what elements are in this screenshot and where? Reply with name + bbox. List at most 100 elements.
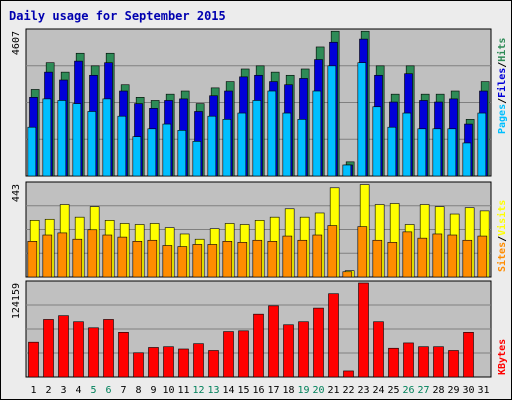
x-tick-day-14: 14	[222, 385, 234, 396]
bar-kbytes-day-29	[448, 350, 459, 378]
y-max-label: 124159	[11, 283, 22, 319]
bar-kbytes-day-16	[253, 313, 264, 378]
x-tick-day-17: 17	[267, 385, 279, 396]
x-axis-labels: 1 2 3 4 5 6 7 8 9 10 11 12 13 14 15 16 17 18 19 20 21 22 23 24 2…	[30, 385, 489, 396]
bar-sites-day-31	[477, 235, 488, 278]
bar-pages-day-5	[87, 111, 97, 177]
bar-sites-day-10	[162, 245, 173, 278]
bar-pages-day-2	[42, 98, 52, 177]
bar-pages-day-29	[447, 128, 457, 177]
x-tick-day-1: 1	[30, 385, 36, 396]
bar-sites-day-12	[192, 244, 203, 278]
bar-sites-day-19	[297, 239, 308, 278]
x-tick-day-5: 5	[90, 385, 96, 396]
legend-visits: Visits	[496, 200, 508, 236]
y-max-label: 443	[11, 184, 22, 202]
x-tick-day-22: 22	[342, 385, 354, 396]
x-tick-day-25: 25	[387, 385, 399, 396]
bar-kbytes-day-14	[223, 331, 234, 378]
bar-pages-day-7	[117, 115, 127, 177]
x-tick-day-28: 28	[432, 385, 444, 396]
x-tick-day-2: 2	[45, 385, 51, 396]
x-tick-day-15: 15	[237, 385, 249, 396]
bar-kbytes-day-3	[58, 315, 69, 378]
bar-pages-day-27	[417, 128, 427, 177]
bar-sites-day-26	[402, 231, 413, 278]
bar-pages-day-4	[72, 103, 82, 177]
bar-sites-day-25	[387, 242, 398, 278]
bar-sites-day-15	[237, 242, 248, 278]
x-tick-day-3: 3	[60, 385, 66, 396]
bar-sites-day-30	[462, 239, 473, 278]
bar-sites-day-8	[132, 241, 143, 278]
bar-pages-day-8	[132, 136, 142, 177]
panel-sites-visits: 443 Sites/Visits	[11, 181, 508, 278]
bar-kbytes-day-17	[268, 305, 279, 378]
x-tick-day-20: 20	[312, 385, 324, 396]
x-tick-day-24: 24	[372, 385, 384, 396]
bar-pages-day-16	[252, 100, 262, 177]
bar-pages-day-19	[297, 119, 307, 177]
bar-kbytes-day-2	[43, 319, 54, 378]
bar-sites-day-13	[207, 244, 218, 278]
bar-sites-day-24	[372, 239, 383, 278]
y-max-label: 4607	[11, 31, 22, 55]
bar-kbytes-day-15	[238, 330, 249, 378]
bar-pages-day-18	[282, 112, 292, 177]
chart-title: Daily usage for September 2015	[9, 9, 226, 23]
bar-pages-day-25	[387, 126, 397, 177]
x-tick-day-21: 21	[327, 385, 339, 396]
bar-kbytes-day-5	[88, 327, 99, 378]
bar-pages-day-17	[267, 90, 277, 177]
bar-kbytes-day-26	[403, 342, 414, 378]
bar-sites-day-2	[42, 234, 53, 278]
bar-pages-day-23	[357, 62, 367, 177]
bar-sites-day-5	[87, 229, 98, 278]
legend-pages: Pages	[497, 104, 508, 134]
x-tick-day-6: 6	[105, 385, 111, 396]
x-tick-day-4: 4	[75, 385, 81, 396]
bar-sites-day-28	[432, 233, 443, 278]
x-tick-day-13: 13	[207, 385, 219, 396]
bar-pages-day-21	[327, 65, 337, 177]
bar-sites-day-7	[117, 236, 128, 278]
bar-pages-day-9	[147, 128, 157, 177]
legend-separator: /	[497, 62, 508, 68]
bar-sites-day-6	[102, 234, 113, 278]
bar-sites-day-20	[312, 234, 323, 278]
bar-sites-day-23	[357, 226, 368, 278]
bar-pages-day-26	[402, 112, 412, 177]
x-tick-day-11: 11	[177, 385, 189, 396]
bar-pages-day-13	[207, 115, 217, 177]
bar-kbytes-day-6	[103, 319, 114, 378]
bar-kbytes-day-22	[343, 370, 354, 378]
legend: Sites/Visits	[496, 200, 508, 272]
bar-pages-day-31	[477, 112, 487, 177]
bar-kbytes-day-25	[388, 347, 399, 378]
legend-separator: /	[497, 98, 508, 104]
legend-kbytes: KBytes	[497, 339, 508, 375]
bar-pages-day-24	[372, 106, 382, 177]
bar-sites-day-17	[267, 241, 278, 278]
bar-pages-day-6	[102, 98, 112, 177]
x-tick-day-12: 12	[192, 385, 204, 396]
x-tick-day-31: 31	[477, 385, 489, 396]
legend: KBytes	[497, 339, 508, 375]
bar-sites-day-16	[252, 239, 263, 278]
bar-kbytes-day-1	[28, 341, 39, 378]
bar-kbytes-day-20	[313, 307, 324, 378]
legend-hits: Hits	[496, 38, 508, 62]
legend-separator: /	[497, 236, 508, 242]
bar-pages-day-11	[177, 130, 187, 177]
bar-kbytes-day-10	[163, 346, 174, 378]
bar-kbytes-day-7	[118, 332, 129, 378]
panel-kbytes: 124159 KBytes	[11, 280, 508, 378]
bar-pages-day-15	[237, 112, 247, 177]
bar-sites-day-3	[57, 232, 68, 278]
bar-sites-day-1	[27, 241, 38, 278]
bar-pages-day-12	[192, 141, 202, 177]
legend-sites: Sites	[496, 242, 508, 272]
bar-sites-day-14	[222, 241, 233, 278]
